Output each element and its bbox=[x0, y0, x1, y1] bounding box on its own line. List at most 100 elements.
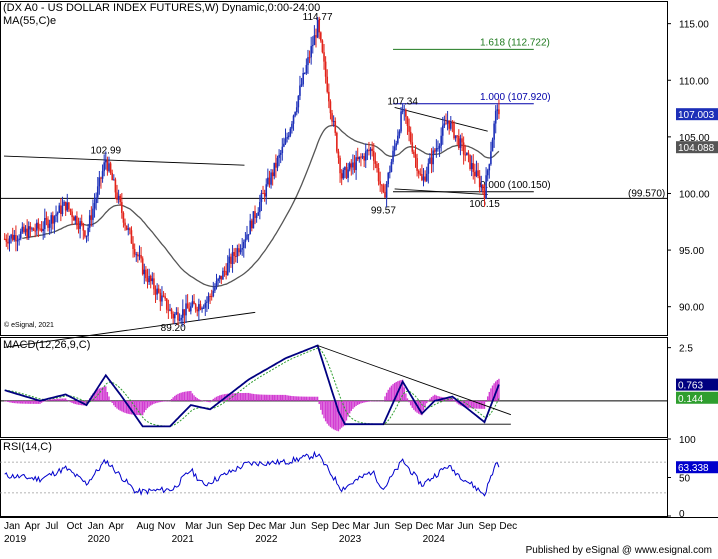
candle-body bbox=[414, 154, 417, 159]
candle-body bbox=[268, 177, 271, 185]
candle-body bbox=[477, 170, 479, 176]
candle-body bbox=[146, 278, 149, 283]
candle-body bbox=[111, 172, 114, 181]
candle-body bbox=[222, 270, 224, 280]
candle-body bbox=[308, 57, 311, 59]
macd-hist-bar bbox=[310, 396, 312, 401]
macd-hist-bar bbox=[478, 400, 481, 409]
candle-body bbox=[157, 288, 160, 293]
macd-hist-bar bbox=[124, 400, 126, 413]
candle-body bbox=[61, 205, 64, 215]
macd-hist-bar bbox=[154, 400, 157, 404]
macd-hist-bar bbox=[281, 394, 283, 401]
candle-body bbox=[154, 289, 157, 295]
macd-hist-bar bbox=[424, 400, 426, 407]
price-axis-value-box-text: 107.003 bbox=[678, 110, 715, 121]
macd-hist-bar bbox=[462, 400, 465, 407]
x-month-label: Jan bbox=[88, 521, 104, 532]
macd-hist-bar bbox=[318, 400, 320, 405]
rsi-axis-value-box-bg bbox=[676, 461, 718, 474]
macd-hist-bar bbox=[42, 400, 44, 402]
candle-body bbox=[104, 160, 107, 163]
x-month-label: Sep bbox=[479, 521, 497, 532]
macd-hist-bar bbox=[103, 386, 105, 401]
macd-hist-bar bbox=[77, 400, 80, 405]
macd-hist-bar bbox=[340, 400, 343, 428]
candle-body bbox=[297, 95, 300, 108]
macd-hist-bar bbox=[475, 400, 478, 409]
candle-body bbox=[323, 52, 325, 62]
candle-body bbox=[109, 163, 112, 173]
candle-body bbox=[329, 101, 332, 114]
candle-body bbox=[437, 148, 439, 150]
macd-hist-bar bbox=[85, 400, 88, 406]
candle-body bbox=[24, 228, 27, 233]
candle-body bbox=[255, 215, 258, 218]
macd-panel: 2.5 0.763 0.144 bbox=[0, 344, 718, 432]
candle-body bbox=[336, 132, 338, 152]
macd-hist-bar bbox=[273, 394, 275, 401]
rsi-axis-value-box-text: 63.338 bbox=[678, 463, 709, 474]
candle-body bbox=[345, 167, 348, 178]
candle-body bbox=[169, 309, 171, 311]
macd-hist-bar bbox=[156, 400, 158, 403]
candle-body bbox=[127, 228, 130, 230]
macd-hist-bar bbox=[260, 394, 263, 401]
candle-body bbox=[148, 275, 150, 283]
candle-body bbox=[151, 278, 154, 282]
macd-hist-bar bbox=[430, 397, 433, 401]
candle-body bbox=[8, 238, 11, 244]
macd-hist-bar bbox=[312, 396, 314, 401]
candle-body bbox=[217, 278, 219, 281]
candle-body bbox=[408, 125, 410, 132]
candle-body bbox=[498, 109, 500, 115]
macd-hist-bar bbox=[130, 400, 133, 415]
macd-hist-bar bbox=[190, 390, 192, 401]
price-axis-value-box-text: 104.088 bbox=[678, 143, 715, 154]
candle-body bbox=[84, 230, 86, 237]
macd-hist-bar bbox=[228, 393, 231, 401]
candle-body bbox=[318, 19, 321, 33]
candle-body bbox=[307, 57, 309, 66]
candle-body bbox=[482, 184, 484, 191]
candle-body bbox=[96, 186, 99, 198]
candle-body bbox=[204, 302, 207, 308]
macd-hist-bar bbox=[113, 400, 115, 406]
macd-hist-bar bbox=[376, 400, 378, 402]
macd-hist-bar bbox=[140, 400, 142, 416]
candle-body bbox=[11, 234, 14, 240]
price-tick-label: 105.00 bbox=[679, 133, 710, 144]
candle-body bbox=[101, 171, 104, 179]
candle-body bbox=[435, 148, 438, 152]
candle-body bbox=[60, 205, 62, 215]
macd-hist-bar bbox=[55, 398, 57, 401]
candle-body bbox=[138, 255, 141, 257]
macd-hist-bar bbox=[239, 393, 242, 401]
candle-body bbox=[129, 228, 131, 231]
candle-body bbox=[32, 228, 35, 231]
candle-body bbox=[263, 193, 266, 197]
macd-hist-bar bbox=[222, 394, 224, 401]
candle-body bbox=[413, 151, 415, 155]
macd-hist-bar bbox=[209, 400, 211, 403]
candle-body bbox=[300, 84, 303, 86]
macd-hist-bar bbox=[166, 400, 168, 402]
macd-hist-bar bbox=[348, 400, 351, 414]
candle-body bbox=[77, 225, 80, 229]
macd-hist-bar bbox=[37, 400, 40, 404]
candle-body bbox=[183, 309, 186, 316]
price-axis-value-box-bg bbox=[676, 108, 718, 121]
candle-body bbox=[387, 172, 390, 185]
candle-body bbox=[405, 109, 407, 117]
candle-body bbox=[234, 256, 237, 258]
candle-body bbox=[316, 19, 319, 38]
macd-hist-bar bbox=[366, 400, 369, 402]
x-year-label: 2021 bbox=[172, 534, 195, 545]
candle-body bbox=[238, 248, 240, 253]
macd-hist-bar bbox=[308, 396, 311, 401]
macd-hist-bar bbox=[172, 397, 174, 401]
rsi-axis-value-box: 63.338 bbox=[676, 461, 718, 474]
macd-hist-bar bbox=[207, 400, 210, 403]
candle-body bbox=[305, 65, 308, 73]
macd-hist-bar bbox=[283, 394, 285, 401]
